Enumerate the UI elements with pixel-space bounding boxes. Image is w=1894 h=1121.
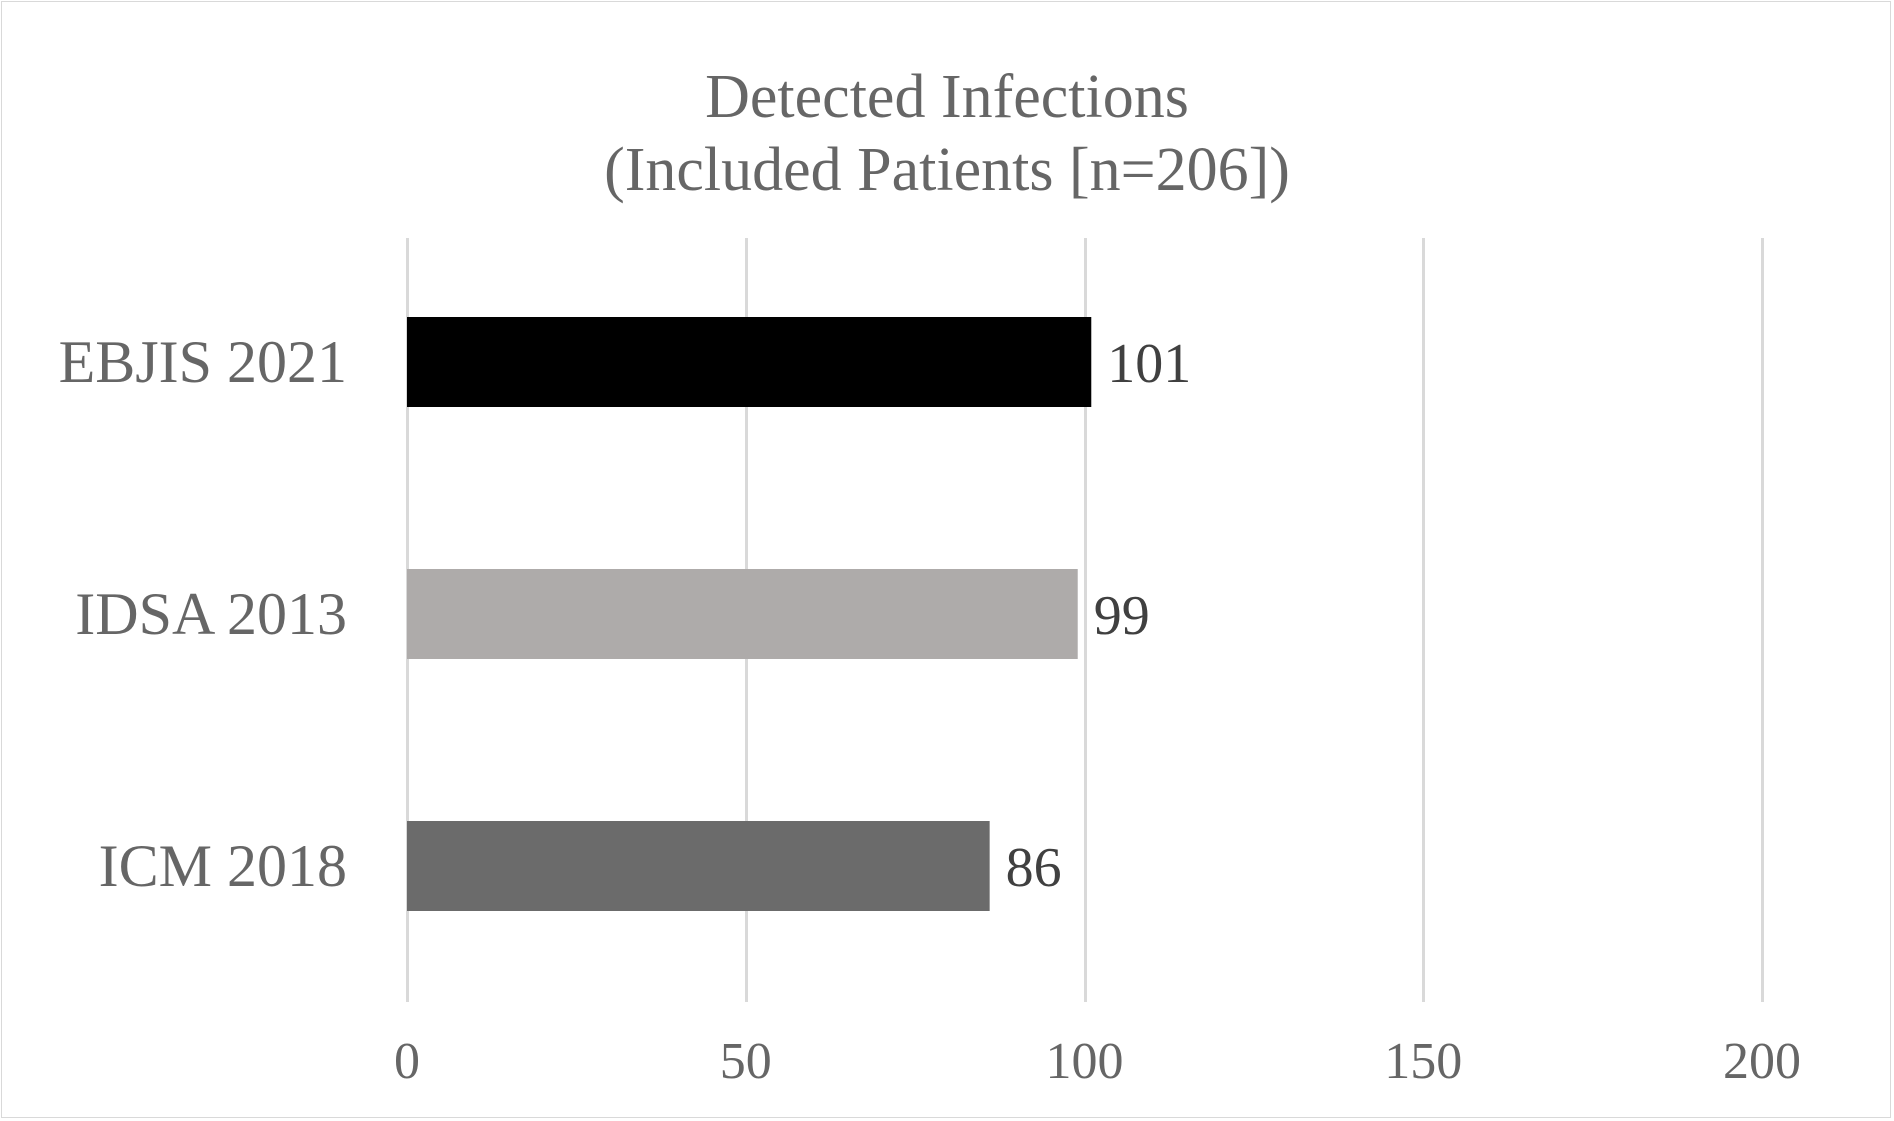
chart-subtitle: (Included Patients [n=206]) bbox=[604, 136, 1290, 204]
data-label: 101 bbox=[1107, 333, 1191, 395]
data-label: 86 bbox=[1006, 837, 1062, 899]
category-label: EBJIS 2021 bbox=[59, 329, 347, 395]
chart-title: Detected Infections bbox=[705, 63, 1189, 131]
x-tick-label: 150 bbox=[1384, 1033, 1462, 1090]
bar-ebjis-2021 bbox=[407, 317, 1092, 407]
category-label: IDSA 2013 bbox=[75, 581, 347, 647]
bar-idsa-2013 bbox=[407, 569, 1078, 659]
x-tick-label: 200 bbox=[1723, 1033, 1801, 1090]
x-tick-label: 100 bbox=[1046, 1033, 1124, 1090]
x-tick-label: 0 bbox=[394, 1033, 420, 1090]
bar-icm-2018 bbox=[407, 821, 990, 911]
data-label: 99 bbox=[1094, 585, 1150, 647]
category-label: ICM 2018 bbox=[99, 833, 347, 899]
x-tick-label: 50 bbox=[720, 1033, 772, 1090]
